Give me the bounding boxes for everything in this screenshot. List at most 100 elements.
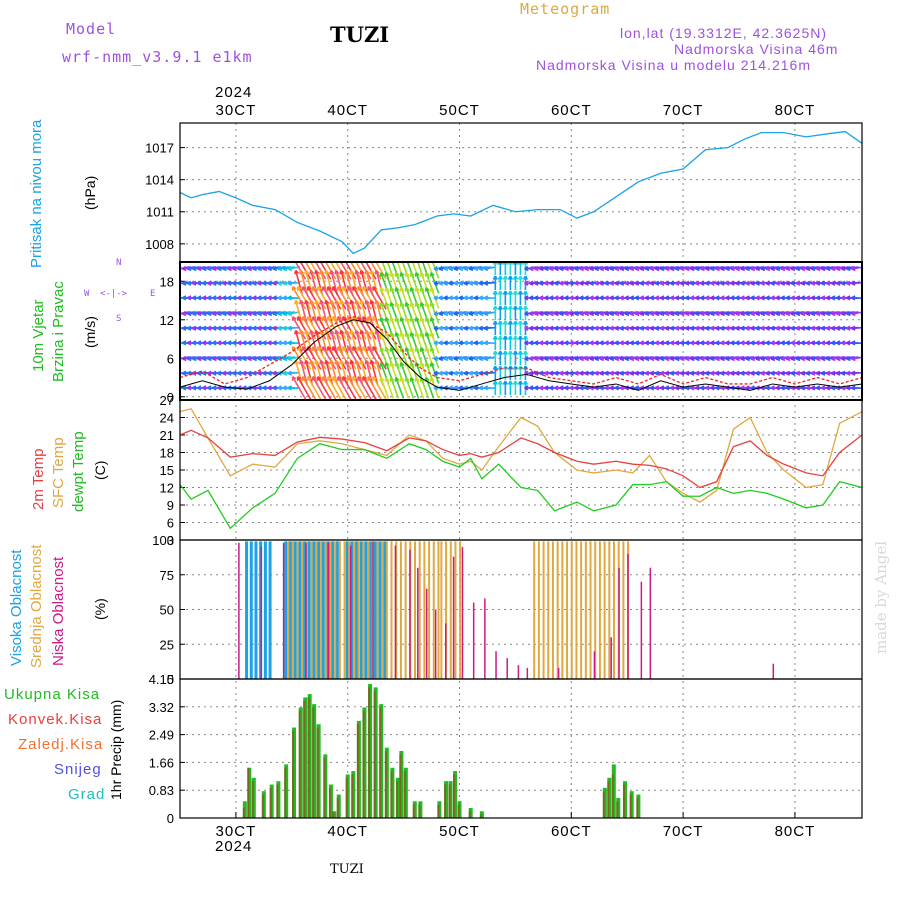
wind-arrow (350, 360, 359, 386)
wind-arrow (362, 346, 377, 370)
wind-arrow-head (841, 280, 846, 286)
wind-arrow-head (851, 280, 856, 286)
precip-tick-label: 1.66 (149, 755, 174, 770)
wind-arrow-head (619, 295, 625, 301)
wind-arrow-head (262, 295, 267, 301)
wind-arrow-head (313, 257, 316, 261)
wind-arrow-head (805, 385, 811, 391)
wind-arrow-head (790, 370, 796, 376)
wind-arrow-head (544, 385, 549, 391)
wind-arrow-head (710, 370, 715, 376)
wind-arrow-head (735, 310, 740, 317)
wind-arrow-head (685, 295, 690, 301)
precip-tick-label: 2.49 (149, 728, 174, 743)
wind-arrow-head (232, 370, 237, 376)
wind-arrow-head (836, 295, 841, 301)
wind-arrow-head (443, 310, 449, 317)
wind-arrow (322, 316, 337, 340)
wind-arrow-head (379, 287, 385, 292)
wind-arrow-head (237, 280, 242, 286)
wind-arrow-head (252, 310, 257, 317)
wind-arrow-head (735, 370, 740, 376)
wind-arrow-head (544, 370, 549, 376)
wind-arrow-head (755, 340, 760, 346)
wind-arrow-head (654, 265, 660, 272)
wind-arrow-head (468, 355, 474, 362)
low-cloud-bar (526, 667, 529, 679)
wind-arrow-head (639, 265, 645, 272)
wind-arrow-head (212, 310, 217, 317)
mid-cloud-bar (584, 541, 587, 679)
wind-arrow-head (579, 280, 584, 286)
wind-arrow-head (419, 317, 425, 322)
wind-arrow-head (579, 340, 584, 346)
wind-arrow-head (468, 310, 474, 317)
wind-arrow (362, 376, 377, 400)
wind-arrow-head (379, 347, 385, 352)
wind-arrow-head (725, 280, 730, 286)
wind-arrow-head (277, 340, 282, 346)
wind-arrow-head (187, 295, 192, 301)
wind-arrow-head (227, 295, 232, 301)
conv-precip-bar (622, 784, 625, 818)
wind-arrow-head (529, 385, 534, 391)
high-cloud-bar (345, 541, 349, 679)
wind-arrow (415, 377, 425, 399)
mid-cloud-bar (385, 541, 388, 679)
wind-arrow-head (399, 287, 405, 292)
wind-arrow-head (554, 310, 559, 317)
wind-arrow-head (755, 295, 760, 301)
wind-arrow-head (304, 329, 310, 335)
wind-arrow-head (820, 340, 826, 346)
wind-arrow-head (458, 340, 464, 346)
wind-arrow-head (192, 340, 197, 346)
wind-arrow-head (619, 355, 625, 362)
wind-arrow-head (362, 286, 367, 291)
wind-arrow (299, 270, 309, 296)
wind-arrow (306, 316, 322, 340)
wind-arrow-head (815, 280, 821, 286)
wind-arrow (350, 330, 359, 356)
wind-arrow-head (326, 346, 332, 351)
wind-arrow-head (473, 295, 479, 301)
wind-arrow (317, 376, 332, 400)
wind-arrow-head (324, 269, 330, 275)
wind-arrow-head (559, 295, 564, 301)
wind-arrow-head (664, 370, 670, 376)
wind-arrow-head (710, 385, 715, 391)
wind-arrow-head (227, 355, 232, 362)
wind-arrow-head (670, 295, 675, 301)
high-cloud-bar (359, 541, 363, 679)
wind-arrow (345, 360, 354, 386)
wind-arrow-head (319, 299, 325, 305)
wind-arrow-head (554, 370, 559, 376)
wind-arrow-head (700, 310, 705, 317)
wind-arrow-head (584, 370, 589, 376)
wind-arrow-head (328, 257, 331, 261)
wind-arrow-head (790, 310, 796, 317)
wind-arrow-head (785, 355, 791, 362)
wind-arrow-head (740, 280, 745, 286)
wind-arrow-head (825, 310, 831, 317)
mid-cloud-bar (459, 541, 462, 679)
wind-arrow-head (522, 290, 529, 295)
wind-arrow-head (468, 325, 474, 331)
wind-arrow-head (659, 295, 665, 301)
wind-arrow-head (349, 269, 355, 275)
wind-arrow (327, 376, 342, 400)
wind-arrow-head (690, 265, 695, 272)
wind-arrow (335, 270, 344, 296)
wind-arrow-head (242, 325, 247, 331)
wind-arrow-head (282, 265, 288, 272)
wind-arrow-head (217, 370, 222, 376)
wind-arrow-head (841, 295, 846, 301)
wind-arrow-head (293, 269, 300, 275)
wind-arrow-head (720, 355, 725, 362)
wind-arrow-head (222, 265, 227, 272)
low-cloud-bar (444, 623, 447, 679)
low-cloud-bar (417, 567, 419, 679)
wind-arrow-head (424, 302, 430, 307)
wind-arrow-head (468, 295, 474, 301)
wind-arrow-head (800, 265, 806, 272)
footer-station: TUZI (330, 862, 364, 877)
